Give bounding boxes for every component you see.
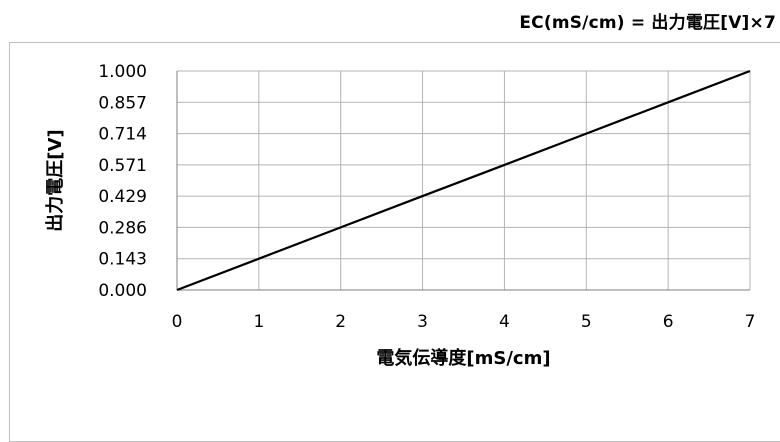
x-tick-label: 5 <box>581 312 592 332</box>
tick-labels: 0 1 2 3 4 5 6 7 0.000 0.143 0.286 0.429 0.571 0.714 0.… <box>98 62 755 332</box>
formula-annotation: EC(mS/cm) = 出力電圧[V]×7 <box>519 13 776 33</box>
x-tick-label: 1 <box>253 312 264 332</box>
y-tick-label: 0.143 <box>98 250 147 270</box>
line-chart: 0 1 2 3 4 5 6 7 0.000 0.143 0.286 0.429 0.571 0.714 0.… <box>44 62 755 369</box>
x-tick-label: 4 <box>499 312 510 332</box>
y-tick-label: 0.571 <box>98 156 147 176</box>
series-line <box>176 69 751 292</box>
x-tick-label: 0 <box>172 312 183 332</box>
x-tick-label: 2 <box>335 312 346 332</box>
data-series <box>176 69 751 292</box>
y-tick-label: 0.000 <box>98 281 147 301</box>
gridlines <box>177 70 751 290</box>
y-tick-label: 0.286 <box>98 218 147 238</box>
y-axis-title: 出力電圧[V] <box>44 129 66 231</box>
y-tick-label: 0.857 <box>98 93 147 113</box>
x-tick-label: 6 <box>663 312 674 332</box>
x-tick-label: 7 <box>745 312 756 332</box>
axes <box>176 71 750 291</box>
y-tick-label: 1.000 <box>98 62 147 82</box>
y-tick-label: 0.714 <box>98 125 147 145</box>
x-axis-title: 電気伝導度[mS/cm] <box>376 347 550 369</box>
y-tick-label: 0.429 <box>98 187 147 207</box>
x-tick-label: 3 <box>417 312 428 332</box>
